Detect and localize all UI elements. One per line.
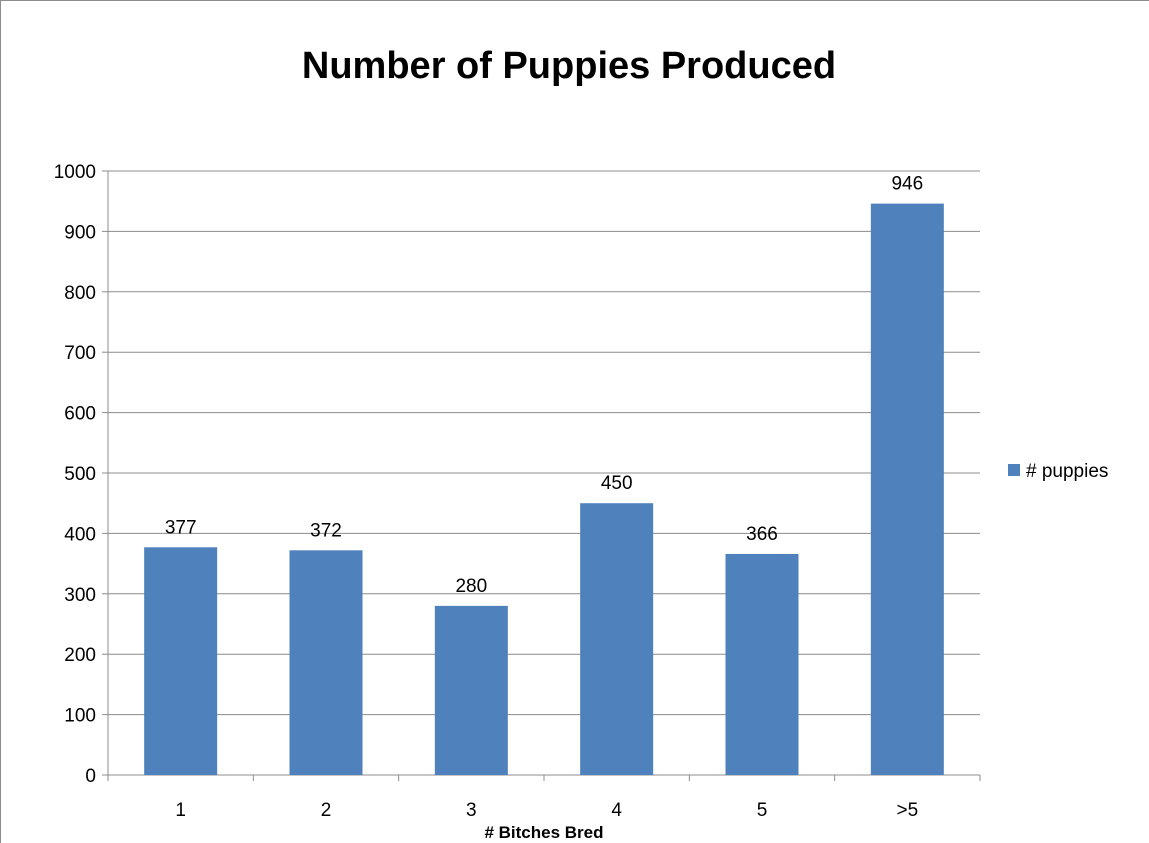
- data-label: 280: [455, 576, 487, 597]
- data-label: 377: [165, 517, 197, 538]
- data-label: 366: [746, 524, 778, 545]
- chart-title: Number of Puppies Produced: [302, 45, 836, 87]
- y-tick-label: 100: [64, 706, 96, 727]
- bar: [434, 605, 508, 775]
- x-tick-label: 1: [175, 800, 186, 821]
- x-tick-label: 5: [757, 800, 768, 821]
- y-tick-label: 1000: [54, 162, 96, 183]
- y-tick-label: 800: [64, 283, 96, 304]
- y-tick-label: 0: [85, 766, 96, 787]
- y-tick-label: 500: [64, 464, 96, 485]
- data-label: 372: [310, 520, 342, 541]
- y-tick-label: 700: [64, 343, 96, 364]
- legend-swatch: [1008, 464, 1020, 476]
- legend: # puppies: [1008, 461, 1108, 482]
- legend-label: # puppies: [1026, 461, 1108, 482]
- y-tick-label: 300: [64, 585, 96, 606]
- bar: [725, 553, 799, 775]
- data-label: 450: [601, 473, 633, 494]
- bar: [144, 547, 218, 775]
- bar: [870, 203, 944, 776]
- y-tick-label: 900: [64, 222, 96, 243]
- x-tick-label: >5: [896, 800, 918, 821]
- gridlines: [108, 170, 980, 716]
- x-tick-label: 4: [611, 800, 622, 821]
- x-axis-title: # Bitches Bred: [484, 823, 603, 842]
- data-label: 946: [891, 174, 923, 195]
- bar: [580, 503, 654, 775]
- y-tick-label: 600: [64, 404, 96, 425]
- axes: [102, 170, 981, 781]
- bars: [144, 203, 944, 776]
- bar: [289, 550, 363, 775]
- y-tick-label: 400: [64, 524, 96, 545]
- y-tick-label: 200: [64, 645, 96, 666]
- x-tick-label: 3: [466, 800, 477, 821]
- x-tick-label: 2: [321, 800, 332, 821]
- labels: 0 100 200 300 400 500 600 700 800 900 1000 377 1 372 2…: [54, 162, 923, 821]
